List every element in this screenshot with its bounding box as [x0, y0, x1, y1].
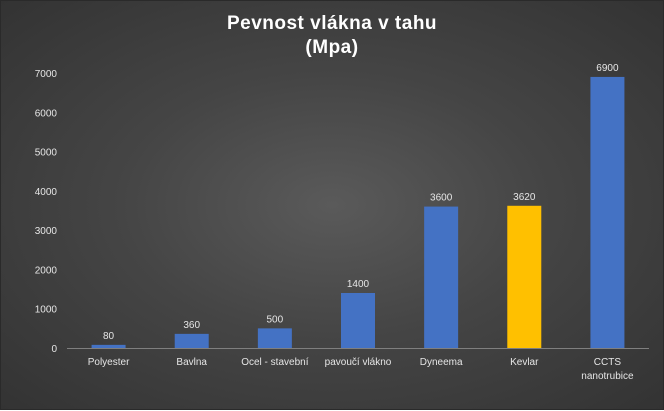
x-category-label: Ocel - stavební — [241, 357, 308, 368]
x-category-label: Polyester — [88, 357, 130, 368]
x-category-label: Kevlar — [510, 357, 539, 368]
y-tick-label: 6000 — [35, 108, 58, 119]
bar-kevlar — [507, 205, 542, 348]
data-label: 3600 — [430, 193, 453, 204]
y-tick-label: 5000 — [35, 148, 58, 159]
bar-ccts-nanotrubice — [590, 76, 625, 348]
y-tick-label: 1000 — [35, 305, 58, 316]
data-label: 6900 — [596, 63, 619, 74]
y-tick-label: 0 — [51, 344, 57, 355]
y-tick-label: 2000 — [35, 265, 58, 276]
x-category-label: Dyneema — [420, 357, 463, 368]
y-tick-label: 3000 — [35, 226, 58, 237]
bar-dyneema — [424, 206, 459, 348]
bar-ocel-stavebn- — [257, 328, 292, 348]
bar-polyester — [91, 344, 126, 348]
bar-pavou-vl-kno — [341, 293, 375, 348]
data-label: 360 — [183, 320, 200, 331]
chart-title-line1: Pevnost vlákna v tahu — [226, 13, 438, 34]
x-category-label: CCTS nanotrubice — [581, 357, 634, 382]
y-tick-label: 4000 — [35, 187, 58, 198]
bar-bavlna — [174, 333, 209, 348]
data-label: 3620 — [513, 192, 536, 203]
data-label: 1400 — [347, 279, 370, 290]
data-label: 80 — [103, 331, 115, 342]
x-category-label: pavoučí vlákno — [325, 357, 392, 368]
x-category-label: Bavlna — [176, 357, 207, 368]
y-tick-label: 7000 — [35, 69, 58, 80]
chart-title-line2: (Mpa) — [305, 37, 359, 58]
data-label: 500 — [267, 314, 284, 325]
